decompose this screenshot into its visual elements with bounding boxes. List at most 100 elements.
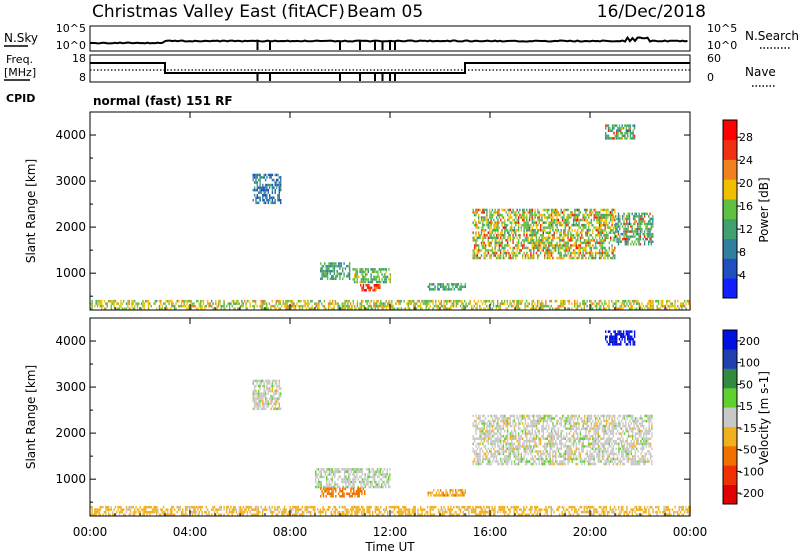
heatmap-cell [611,244,613,247]
heatmap-cell [383,483,386,486]
heatmap-cell [482,457,484,461]
heatmap-cell [508,452,510,456]
heatmap-cell [583,460,586,463]
heatmap-cell [523,457,525,461]
heatmap-cell [552,424,554,428]
heatmap-cell [592,427,594,430]
heatmap-cell [331,470,333,474]
heatmap-cell [531,304,533,308]
heatmap-cell [134,304,136,308]
heatmap-cell [568,254,571,257]
heatmap-cell [493,452,495,456]
heatmap-cell [668,304,671,308]
colorbar-tick-label: 4 [739,269,746,282]
heatmap-cell [600,216,602,219]
heatmap-cell [437,494,439,497]
heatmap-cell [539,239,542,242]
heatmap-cell [579,304,581,308]
heatmap-cell [348,478,350,481]
heatmap-cell [656,307,658,310]
heatmap-cell [505,251,507,255]
heatmap-cell [494,236,496,240]
heatmap-cell [506,229,509,232]
heatmap-cell [278,397,280,400]
heatmap-cell [594,304,596,308]
heatmap-cell [255,389,257,393]
heatmap-cell [252,397,254,400]
heatmap-cell [513,447,516,451]
heatmap-cell [235,302,238,305]
heatmap-cell [386,478,388,481]
heatmap-cell [373,304,375,308]
heatmap-cell [315,302,317,305]
heatmap-cell [526,450,528,453]
heatmap-cell [369,286,371,289]
heatmap-cell [339,262,341,265]
heatmap-cell [633,299,635,303]
heatmap-cell [550,304,552,308]
heatmap-cell [348,492,351,495]
heatmap-cell [544,437,546,440]
heatmap-cell [364,275,367,279]
heatmap-cell [596,221,598,224]
heatmap-cell [340,262,342,265]
heatmap-cell [489,236,491,240]
heatmap-cell [493,424,495,428]
heatmap-cell [297,299,299,303]
heatmap-cell [509,437,511,440]
heatmap-cell [167,307,169,310]
heatmap-cell [523,234,525,237]
heatmap-cell [457,299,459,303]
heatmap-cell [372,478,375,481]
heatmap-cell [633,302,635,305]
heatmap-cell [512,241,514,245]
heatmap-cell [266,382,268,385]
heatmap-cell [505,457,507,461]
heatmap-cell [612,435,615,438]
heatmap-cell [564,254,566,257]
heatmap-cell [360,470,362,474]
heatmap-cell [528,302,530,305]
heatmap-cell [343,304,345,308]
heatmap-cell [389,475,391,479]
heatmap-cell [566,208,568,212]
heatmap-cell [579,236,582,240]
heatmap-cell [495,432,498,435]
heatmap-cell [564,241,566,245]
heatmap-cell [322,275,325,278]
heatmap-cell [411,299,414,303]
heatmap-cell [564,221,566,224]
heatmap-cell [253,307,255,310]
heatmap-cell [630,222,632,226]
heatmap-cell [561,223,564,227]
heatmap-cell [484,244,487,247]
heatmap-cell [649,235,651,238]
heatmap-cell [259,186,261,189]
heatmap-cell [533,424,535,428]
heatmap-cell [103,299,106,303]
heatmap-cell [489,256,491,260]
heatmap-cell [590,304,592,308]
heatmap-cell [616,462,619,466]
heatmap-cell [528,460,531,463]
heatmap-cell [473,452,476,456]
heatmap-cell [611,223,613,227]
heatmap-cell [566,419,568,423]
heatmap-cell [501,447,503,451]
heatmap-cell [534,307,536,310]
heatmap-cell [473,460,476,463]
heatmap-cell [588,455,590,458]
heatmap-cell [497,223,499,227]
heatmap-cell [615,452,617,456]
heatmap-cell [206,299,209,303]
heatmap-cell [604,419,606,423]
heatmap-cell [674,299,676,303]
heatmap-cell [578,440,580,443]
heatmap-cell [596,241,598,245]
heatmap-cell [526,213,528,217]
heatmap-cell [634,235,636,238]
heatmap-cell [290,307,293,310]
heatmap-cell [365,307,367,310]
heatmap-cell [524,419,527,423]
heatmap-cell [486,429,488,433]
